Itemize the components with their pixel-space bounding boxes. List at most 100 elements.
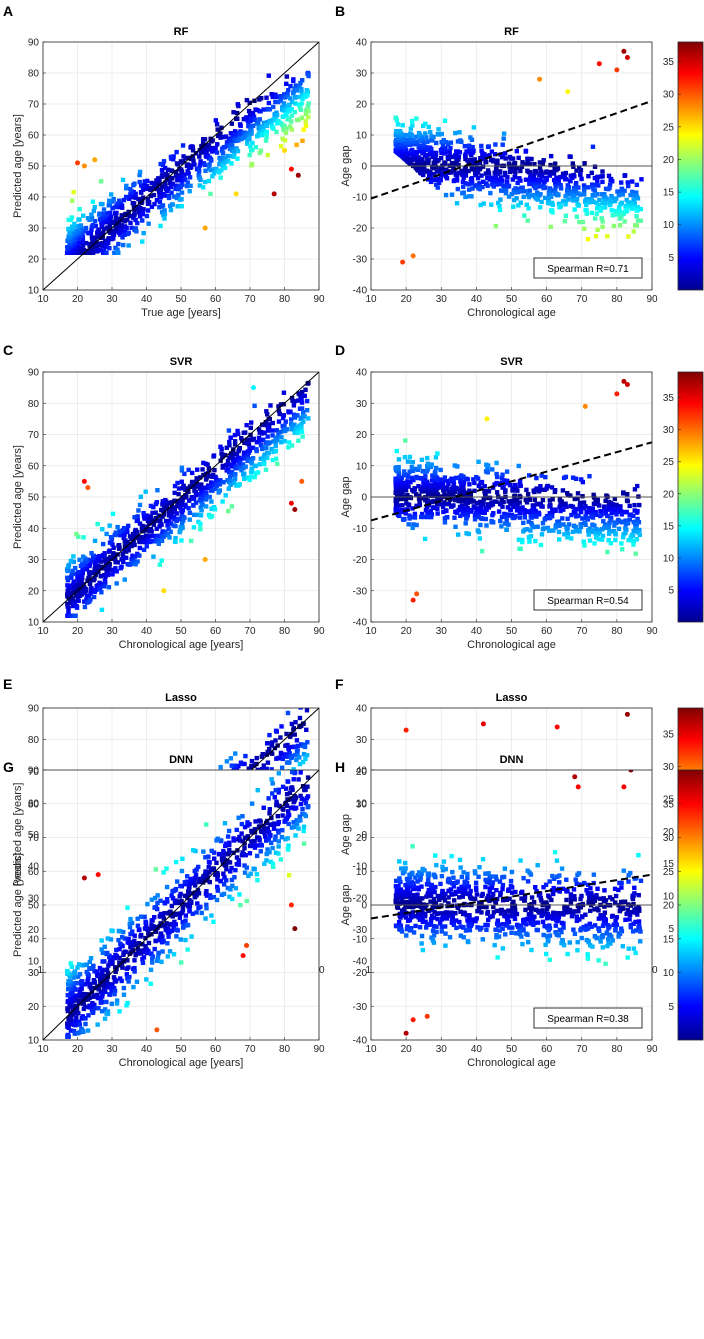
scatter-point <box>273 728 279 734</box>
scatter-point <box>239 468 244 473</box>
scatter-point <box>434 490 439 495</box>
scatter-point <box>575 496 580 501</box>
scatter-point <box>300 389 305 395</box>
scatter-point <box>65 244 70 250</box>
scatter-point <box>416 483 421 489</box>
scatter-point <box>585 185 590 190</box>
outlier-point <box>81 163 87 169</box>
scatter-point <box>477 181 482 186</box>
scatter-point <box>488 177 494 182</box>
scatter-point <box>519 539 525 545</box>
scatter-point <box>139 528 145 533</box>
scatter-point <box>505 184 511 189</box>
scatter-point <box>473 162 478 167</box>
scatter-point <box>148 514 153 519</box>
scatter-point <box>85 230 91 235</box>
scatter-point <box>107 223 112 228</box>
scatter-point <box>595 206 600 211</box>
scatter-point <box>547 528 552 533</box>
scatter-point <box>625 498 630 504</box>
scatter-point <box>279 765 285 770</box>
scatter-point <box>434 169 440 174</box>
scatter-point <box>136 196 141 202</box>
scatter-point <box>271 449 276 455</box>
scatter-point <box>297 94 302 100</box>
scatter-point <box>201 460 206 466</box>
scatter-point <box>229 763 234 768</box>
scatter-point <box>199 499 204 504</box>
scatter-point <box>218 175 223 180</box>
x-tick-label: 70 <box>576 294 588 305</box>
scatter-point <box>422 160 427 166</box>
scatter-point <box>632 487 638 492</box>
scatter-point <box>525 156 530 161</box>
scatter-point <box>192 162 197 167</box>
scatter-point <box>304 407 310 413</box>
scatter-point <box>230 448 236 453</box>
chart-title: RF <box>174 26 189 38</box>
scatter-point <box>626 537 631 543</box>
scatter-point <box>168 514 174 520</box>
scatter-point <box>426 511 431 516</box>
scatter-point <box>225 158 231 164</box>
scatter-point <box>304 708 310 713</box>
scatter-point <box>420 168 426 173</box>
colorbar-tick-label: 10 <box>663 220 675 231</box>
scatter-point <box>455 464 460 469</box>
scatter-point <box>484 523 489 528</box>
scatter-point <box>261 763 266 768</box>
scatter-point <box>100 235 105 240</box>
scatter-point <box>499 524 504 529</box>
scatter-point <box>525 492 531 497</box>
x-tick-label: 50 <box>175 626 187 637</box>
scatter-point <box>299 115 305 121</box>
scatter-point <box>434 502 440 507</box>
scatter-point <box>208 191 213 197</box>
scatter-point <box>247 113 253 118</box>
scatter-point <box>302 414 308 419</box>
scatter-point <box>233 472 238 477</box>
scatter-point <box>455 186 461 192</box>
scatter-point <box>565 535 570 540</box>
scatter-point <box>619 541 624 546</box>
scatter-point <box>191 525 197 530</box>
scatter-point <box>528 510 533 515</box>
scatter-point <box>558 186 564 191</box>
scatter-point <box>177 529 182 535</box>
scatter-point <box>408 156 413 162</box>
scatter-point <box>591 492 596 498</box>
scatter-point <box>410 137 415 143</box>
outlier-point <box>202 557 208 562</box>
scatter-point <box>437 481 442 487</box>
scatter-point <box>501 499 506 505</box>
scatter-point <box>592 193 598 198</box>
scatter-point <box>284 731 289 737</box>
scatter-point <box>212 507 218 512</box>
scatter-point <box>441 138 446 143</box>
scatter-point <box>92 559 97 564</box>
scatter-point <box>564 504 569 509</box>
scatter-point <box>480 184 485 190</box>
scatter-point <box>142 183 148 188</box>
y-tick-label: 40 <box>356 368 368 379</box>
scatter-point <box>535 524 540 529</box>
scatter-point <box>97 243 103 248</box>
scatter-point <box>635 205 640 210</box>
scatter-point <box>95 554 100 560</box>
scatter-point <box>574 214 580 219</box>
scatter-point <box>206 143 212 149</box>
scatter-point <box>602 192 607 197</box>
scatter-point <box>250 456 256 461</box>
scatter-point <box>214 150 220 155</box>
scatter-point <box>440 483 446 489</box>
scatter-point <box>516 186 521 192</box>
scatter-point <box>69 224 75 229</box>
scatter-point <box>115 524 120 530</box>
outlier-point <box>582 403 588 409</box>
scatter-point <box>613 509 618 515</box>
scatter-point <box>200 139 206 145</box>
scatter-point <box>180 182 185 187</box>
scatter-point <box>220 454 225 460</box>
y-tick-label: 50 <box>28 830 40 841</box>
scatter-point <box>149 204 155 209</box>
